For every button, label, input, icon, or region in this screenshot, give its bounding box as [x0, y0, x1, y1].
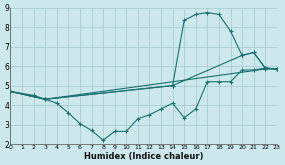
- X-axis label: Humidex (Indice chaleur): Humidex (Indice chaleur): [84, 152, 203, 161]
